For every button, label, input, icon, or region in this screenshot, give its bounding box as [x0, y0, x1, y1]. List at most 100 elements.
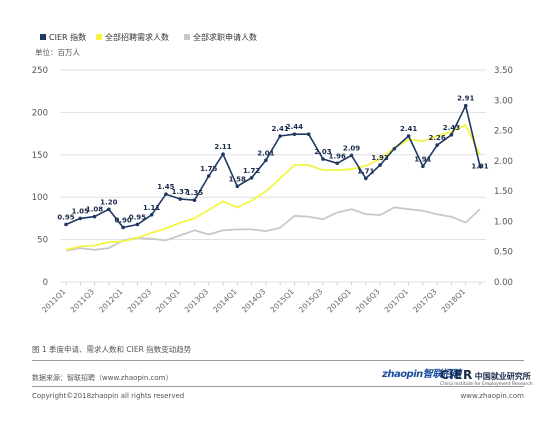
series-layer — [64, 103, 482, 252]
data-label: 1.91 — [414, 155, 431, 163]
series-point — [164, 192, 168, 196]
y-left-tick: 100 — [32, 193, 48, 203]
y-left-tick: 200 — [32, 108, 48, 118]
y-axis-left: 250 200 150 100 50 0 — [32, 66, 48, 288]
y-right-tick: 1.50 — [494, 187, 513, 197]
website: www.zhaopin.com — [460, 392, 524, 400]
series-point — [264, 158, 268, 163]
series-point — [392, 146, 397, 151]
data-labels: 0.951.051.081.200.900.951.111.451.371.35… — [57, 95, 488, 225]
series-point — [149, 212, 154, 217]
series-point — [321, 157, 325, 161]
data-source: 数据来源：智联招聘（www.zhaopin.com） — [32, 374, 173, 382]
series-point — [449, 133, 454, 137]
legend-swatch-1 — [96, 34, 102, 40]
y-left-tick: 250 — [32, 66, 48, 76]
zhilian-logo: zhaopin智联招聘 — [382, 365, 461, 380]
zhilian-logo-text: zhaopin智联招聘 — [382, 369, 461, 380]
x-tick-label: 2015Q3 — [297, 287, 325, 315]
series-point — [306, 132, 311, 137]
cier-logo-cn: 中国就业研究所 — [474, 372, 531, 381]
data-label: 2.41 — [400, 125, 417, 133]
series-line-1 — [65, 124, 481, 251]
y-right-tick: 1.00 — [494, 217, 513, 227]
series-point — [421, 164, 425, 169]
data-label: 1.71 — [357, 167, 374, 175]
series-point — [378, 163, 382, 167]
data-label: 1.45 — [157, 183, 174, 191]
x-tick-label: 2011Q3 — [69, 287, 97, 315]
data-label: 1.75 — [200, 165, 217, 173]
series-point — [64, 222, 68, 227]
x-tick-label: 2013Q1 — [154, 287, 182, 315]
legend-label-2: 全部求职申请人数 — [193, 32, 257, 42]
figure-caption: 图 1 季度申请、需求人数和 CIER 指数变动趋势 — [32, 345, 192, 354]
series-point — [121, 225, 125, 230]
data-label: 0.95 — [57, 213, 74, 221]
data-label: 1.96 — [329, 152, 346, 160]
x-tick-label: 2016Q3 — [354, 287, 382, 315]
y-right-tick: 2.00 — [494, 157, 513, 167]
cier-logo-en: China Institute for Employment Research — [440, 382, 533, 387]
data-label: 2.09 — [343, 144, 360, 152]
series-point — [278, 134, 282, 138]
data-label: 1.37 — [172, 188, 189, 196]
unit-label: 单位：百万人 — [35, 47, 80, 57]
series-point — [478, 164, 482, 169]
series-line-0 — [65, 104, 481, 229]
data-label: 1.93 — [371, 154, 388, 162]
data-label: 0.95 — [129, 213, 146, 221]
data-label: 1.35 — [186, 189, 203, 197]
grid — [60, 69, 486, 283]
y-right-tick: 0.50 — [494, 248, 513, 258]
data-label: 2.26 — [429, 134, 446, 142]
series-point — [249, 176, 254, 180]
y-left-tick: 150 — [32, 151, 48, 161]
legend-swatch-0 — [40, 34, 46, 40]
cier-logo-text: CIER — [440, 368, 473, 382]
cier-logo: CIER 中国就业研究所 China Institute for Employme… — [440, 364, 533, 387]
x-tick-label: 2012Q1 — [97, 287, 125, 315]
series-point — [107, 207, 111, 212]
data-label: 1.11 — [143, 204, 160, 212]
series-point — [463, 103, 468, 108]
divider-bottom — [32, 386, 524, 387]
legend-swatch-2 — [184, 34, 190, 40]
series-point — [135, 222, 140, 227]
series-point — [363, 176, 368, 181]
y-right-tick: 3.00 — [494, 96, 513, 106]
divider-top — [32, 360, 524, 361]
data-label: 2.44 — [286, 123, 303, 131]
x-tick-label: 2017Q3 — [411, 287, 439, 315]
series-point — [206, 174, 211, 178]
series-point — [406, 134, 411, 138]
data-label: 2.41 — [271, 125, 288, 133]
data-label: 1.05 — [72, 207, 89, 215]
y-left-tick: 0 — [43, 278, 48, 288]
data-label: 1.91 — [471, 162, 488, 170]
data-label: 1.20 — [100, 198, 117, 206]
y-left-tick: 50 — [37, 236, 48, 246]
x-axis: 2011Q1 2011Q3 2012Q1 2012Q3 2013Q1 2013Q3 2014… — [40, 282, 481, 315]
data-label: 2.01 — [257, 149, 274, 157]
x-tick-label: 2013Q3 — [183, 287, 211, 315]
series-point — [435, 143, 439, 147]
series-point — [292, 132, 297, 137]
x-tick-label: 2014Q3 — [240, 287, 268, 315]
y-right-tick: 2.50 — [494, 127, 513, 137]
x-tick-label: 2014Q1 — [211, 287, 239, 315]
data-label: 2.03 — [314, 148, 331, 156]
series-point — [78, 216, 83, 221]
series-point — [192, 198, 197, 203]
series-point — [349, 153, 354, 158]
series-point — [221, 152, 225, 156]
y-axis-right: 3.50 3.00 2.50 2.00 1.50 1.00 0.50 0.00 — [494, 66, 513, 288]
y-right-tick: 0.00 — [494, 278, 513, 288]
x-tick-label: 2011Q1 — [40, 287, 68, 315]
legend: CIER 指数 全部招聘需求人数 全部求职申请人数 — [40, 32, 257, 42]
legend-label-0: CIER 指数 — [49, 32, 86, 42]
series-point — [92, 214, 97, 219]
series-point — [178, 197, 183, 201]
